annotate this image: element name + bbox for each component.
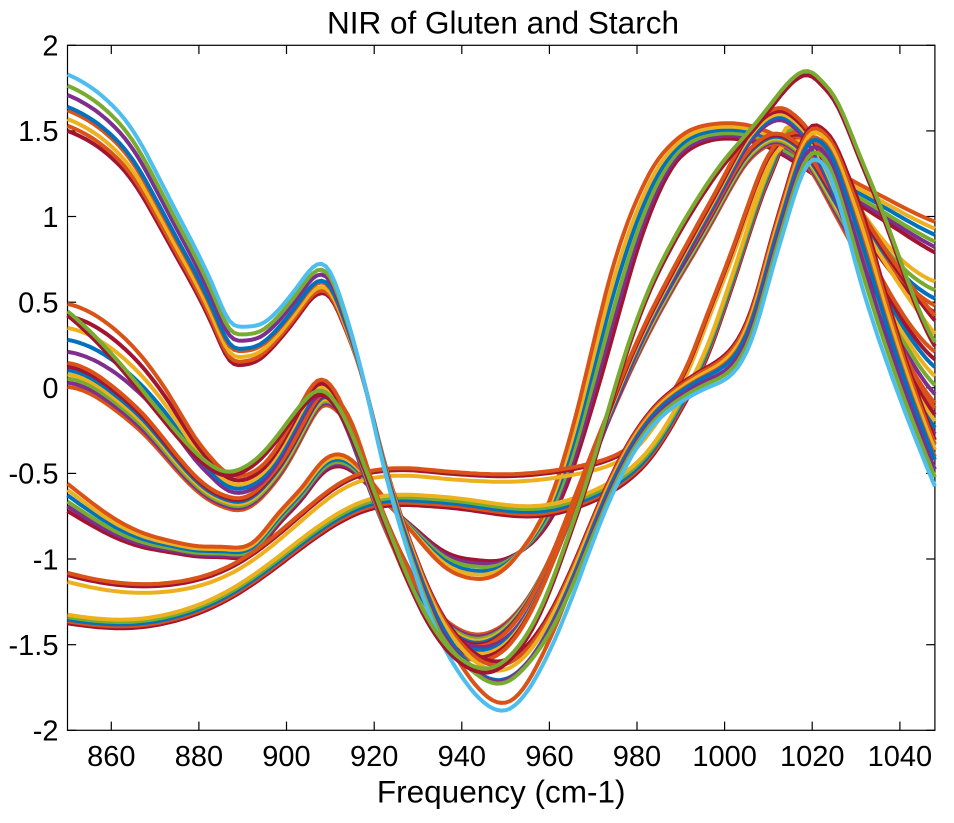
svg-text:980: 980 [613,741,661,773]
svg-text:0: 0 [42,373,58,405]
svg-text:-1: -1 [33,544,59,576]
svg-text:-2: -2 [33,716,59,748]
svg-text:2: 2 [42,31,58,63]
svg-text:1040: 1040 [868,741,933,773]
svg-text:0.5: 0.5 [18,288,58,320]
svg-text:1020: 1020 [780,741,845,773]
svg-text:NIR of Gluten and Starch: NIR of Gluten and Starch [327,5,679,41]
svg-text:-1.5: -1.5 [9,630,59,662]
svg-text:860: 860 [87,741,135,773]
svg-text:-0.5: -0.5 [9,459,59,491]
svg-text:920: 920 [350,741,398,773]
svg-text:Frequency (cm-1): Frequency (cm-1) [377,774,626,810]
svg-text:1000: 1000 [692,741,757,773]
svg-text:1: 1 [42,202,58,234]
svg-text:880: 880 [175,741,223,773]
svg-text:900: 900 [262,741,310,773]
svg-text:960: 960 [525,741,573,773]
svg-text:940: 940 [438,741,486,773]
svg-text:1.5: 1.5 [18,116,58,148]
